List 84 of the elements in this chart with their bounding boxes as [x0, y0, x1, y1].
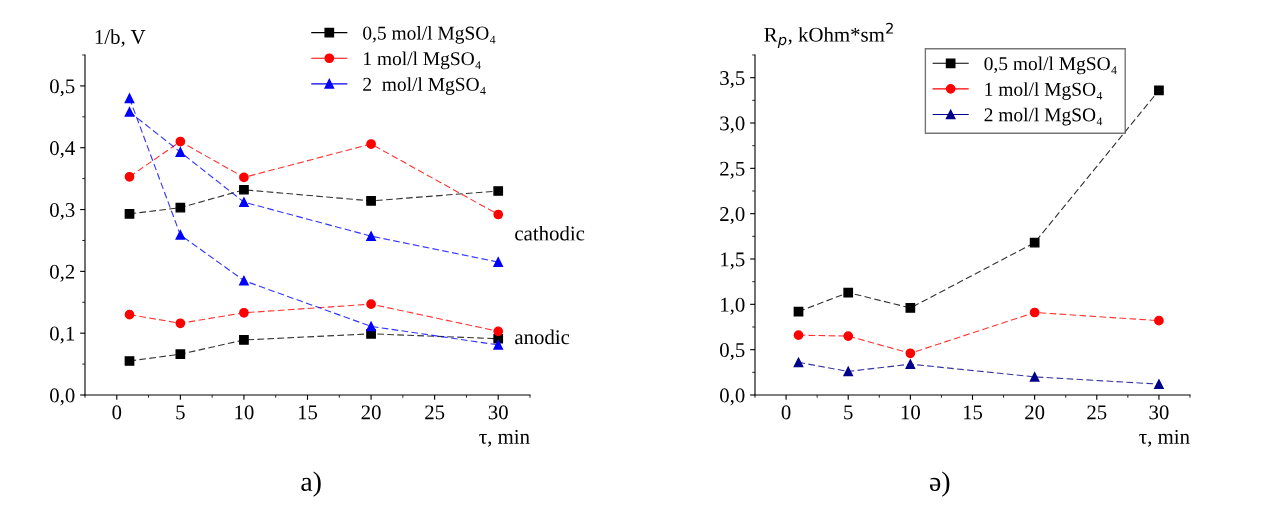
point — [175, 202, 186, 213]
point — [793, 330, 804, 341]
point — [124, 209, 135, 219]
point — [124, 107, 135, 117]
y-tick-label: 1,0 — [721, 297, 745, 315]
point — [1154, 85, 1164, 96]
x-axis-title: τ, min — [1139, 429, 1190, 447]
x-tick-label: 5 — [176, 405, 185, 420]
point — [1029, 372, 1040, 382]
point — [843, 366, 854, 377]
point — [843, 287, 854, 298]
legend-label: 1 mol/l MgSO₄ — [985, 82, 1103, 100]
x-axis-title: τ, min — [479, 429, 530, 447]
x-tick-label: 5 — [844, 405, 853, 420]
x-tick-label: 0 — [781, 405, 791, 420]
y-tick-label: 2,5 — [720, 161, 745, 179]
point — [366, 231, 376, 241]
point — [843, 331, 854, 341]
legend-label: 2 mol/l MgSO₄ — [363, 77, 486, 95]
point — [905, 359, 916, 370]
y-tick-label: 0,1 — [50, 326, 75, 344]
point — [239, 307, 249, 318]
point — [493, 326, 504, 337]
y-axis-title: 1/b, V — [95, 29, 146, 47]
point — [493, 257, 504, 267]
point — [124, 309, 135, 320]
x-tick-label: 10 — [235, 405, 254, 420]
y-tick-label: 1,5 — [721, 252, 745, 270]
point — [493, 340, 504, 350]
point — [1029, 307, 1040, 318]
point — [239, 184, 249, 195]
legend-label: 0,5 mol/l MgSO₄ — [363, 25, 496, 44]
point — [175, 230, 186, 240]
point — [239, 197, 249, 207]
point — [366, 196, 376, 206]
y-tick-label: 0,5 — [50, 79, 75, 97]
annotation: anodic — [515, 329, 570, 345]
point — [905, 348, 916, 359]
point — [124, 171, 135, 182]
y-tick-label: 0,5 — [720, 343, 745, 361]
point — [1154, 379, 1164, 389]
y-tick-label: 2,0 — [720, 207, 745, 225]
x-tick-label: 10 — [901, 405, 920, 420]
point — [239, 172, 249, 183]
point — [1154, 315, 1164, 326]
point — [124, 93, 135, 104]
legend-label: 1 mol/l MgSO₄ — [364, 51, 481, 70]
point — [366, 139, 376, 149]
y-tick-label: 0,0 — [50, 388, 75, 406]
point — [175, 136, 186, 147]
x-tick-label: 25 — [425, 405, 445, 420]
y-tick-label: 3,5 — [720, 71, 745, 89]
y-tick-label: 0,0 — [720, 388, 745, 406]
x-tick-label: 30 — [488, 405, 508, 420]
point — [366, 299, 376, 309]
y-axis-title: R$_{p}$, kOhm*sm$^{2}$ — [764, 22, 893, 49]
point — [366, 321, 376, 332]
point — [493, 186, 504, 196]
point — [175, 147, 186, 157]
point — [1029, 237, 1040, 248]
point — [239, 335, 249, 345]
x-tick-label: 20 — [1025, 405, 1045, 420]
point — [905, 303, 916, 313]
x-tick-label: 0 — [112, 405, 122, 420]
legend-label: 2 mol/l MgSO₄ — [984, 107, 1103, 126]
point — [124, 356, 135, 366]
annotation: cathodic — [515, 225, 585, 241]
text: ə) — [929, 471, 950, 497]
point — [493, 209, 504, 220]
point — [793, 357, 804, 368]
y-tick-label: 0,4 — [50, 141, 75, 159]
point — [175, 318, 186, 329]
x-tick-label: 15 — [963, 405, 983, 420]
x-tick-label: 15 — [298, 405, 318, 420]
x-tick-label: 20 — [361, 405, 381, 420]
point — [239, 275, 249, 286]
legend-label: 0,5 mol/l MgSO₄ — [984, 56, 1117, 75]
x-tick-label: 30 — [1149, 405, 1169, 420]
y-tick-label: 0,3 — [50, 202, 75, 220]
y-tick-label: 0,2 — [50, 264, 75, 282]
y-tick-label: 3,0 — [720, 116, 745, 134]
text: a) — [301, 471, 321, 497]
point — [175, 349, 186, 360]
x-tick-label: 25 — [1087, 405, 1107, 420]
